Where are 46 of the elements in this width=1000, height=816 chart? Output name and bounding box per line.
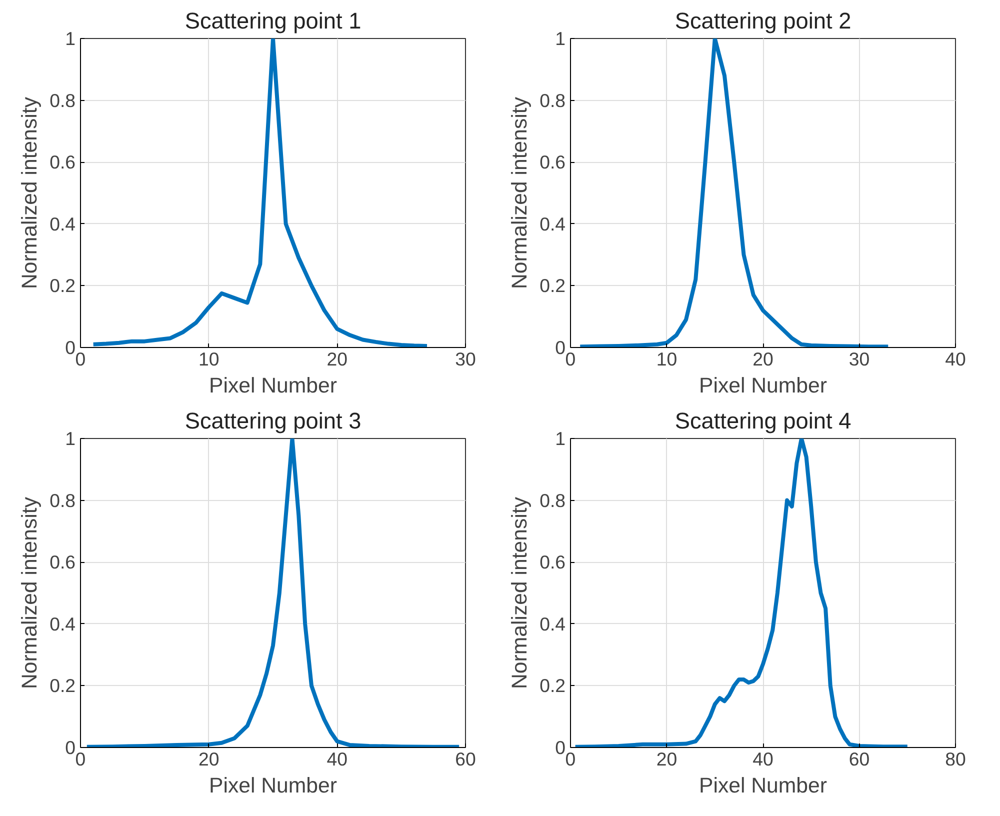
y-tick-label: 0.8 (50, 90, 76, 111)
y-tick-label: 0.6 (50, 552, 76, 573)
x-axis-title: Pixel Number (698, 374, 828, 398)
y-axis-title: Normalized intensity (508, 96, 532, 290)
y-tick-label: 0.4 (50, 613, 76, 634)
y-tick-label: 0.4 (540, 213, 566, 234)
y-tick-label: 0.6 (540, 152, 566, 173)
y-axis-title: Normalized intensity (18, 96, 42, 290)
y-tick-label: 0.6 (540, 552, 566, 573)
y-tick-label: 0.2 (540, 675, 566, 696)
y-tick-label: 0.8 (540, 90, 566, 111)
x-tick-label: 40 (326, 748, 348, 770)
y-tick-label: 0.4 (540, 613, 566, 634)
y-tick-label: 0.4 (50, 213, 76, 234)
y-axis-title: Normalized intensity (508, 496, 532, 690)
y-tick-label: 1 (65, 28, 76, 49)
x-tick-label: 80 (945, 748, 966, 770)
y-tick-label: 0.2 (50, 275, 76, 296)
y-tick-label: 1 (555, 428, 566, 449)
x-tick-label: 20 (326, 348, 348, 370)
x-tick-label: 20 (656, 748, 678, 770)
y-tick-label: 0.6 (50, 152, 76, 173)
y-tick-label: 0.2 (50, 675, 76, 696)
chart-title: Scattering point 1 (184, 8, 362, 34)
x-tick-label: 40 (945, 348, 966, 370)
chart-title: Scattering point 2 (674, 8, 852, 34)
y-tick-label: 1 (555, 28, 566, 49)
x-tick-label: 60 (455, 748, 476, 770)
x-tick-label: 20 (198, 748, 220, 770)
x-axis-title: Pixel Number (208, 774, 338, 798)
x-tick-label: 10 (198, 348, 220, 370)
x-tick-label: 60 (848, 748, 870, 770)
y-tick-label: 0.2 (540, 275, 566, 296)
x-axis-title: Pixel Number (698, 774, 828, 798)
x-tick-label: 20 (752, 348, 774, 370)
y-tick-label: 0.8 (50, 490, 76, 511)
chart-title: Scattering point 3 (184, 408, 362, 434)
x-tick-label: 40 (752, 748, 774, 770)
x-axis-title: Pixel Number (208, 374, 338, 398)
y-tick-label: 1 (65, 428, 76, 449)
chart-title: Scattering point 4 (674, 408, 852, 434)
y-axis-title: Normalized intensity (18, 496, 42, 690)
y-tick-label: 0.8 (540, 490, 566, 511)
x-tick-label: 30 (848, 348, 870, 370)
x-tick-label: 10 (656, 348, 678, 370)
x-tick-label: 30 (455, 348, 476, 370)
